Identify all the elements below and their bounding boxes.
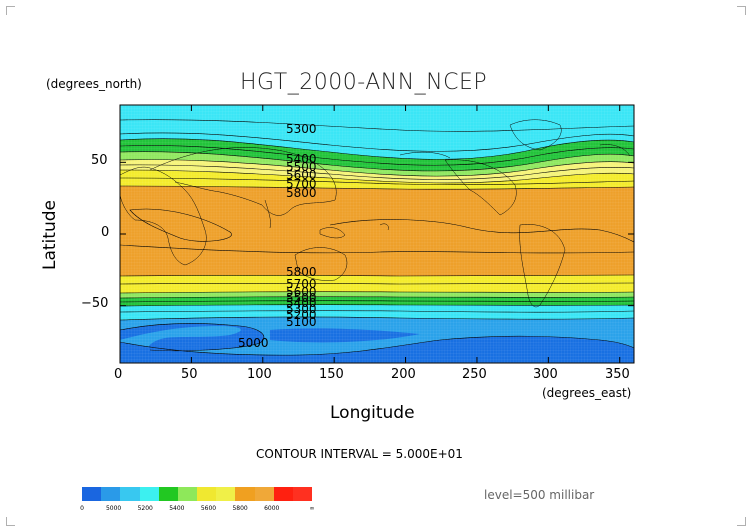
colorbar-swatch — [158, 487, 178, 501]
colorbar-swatch — [273, 487, 293, 501]
contour-label-5500-south: 5500 — [286, 291, 317, 305]
colorbar — [82, 487, 313, 501]
x-units-label: (degrees_east) — [542, 386, 632, 400]
colorbar-label: 5600 — [200, 505, 217, 512]
colorbar-label: 0 — [80, 505, 84, 512]
colorbar-swatch — [197, 487, 217, 501]
map-plot-area: 5300 5400 5500 5600 5700 5800 5800 5700 … — [120, 105, 634, 363]
y-units-label: (degrees_north) — [46, 77, 142, 91]
x-tick-250: 250 — [462, 367, 487, 382]
y-tick-0: 0 — [101, 225, 110, 240]
x-tick-50: 50 — [181, 367, 198, 382]
corner-mark-top-right — [737, 6, 746, 15]
colorbar-swatch — [216, 487, 236, 501]
y-axis-label: Latitude — [40, 200, 60, 270]
colorbar-swatch — [139, 487, 159, 501]
colorbar-label: 5800 — [232, 505, 248, 512]
x-tick-150: 150 — [319, 367, 344, 382]
contour-label-5600-south: 5600 — [286, 285, 317, 299]
colorbar-label: ∞ — [309, 505, 315, 512]
contour-label-5500-north: 5500 — [286, 160, 317, 174]
map-title: HGT_2000-ANN_NCEP — [240, 70, 488, 95]
colorbar-label: 5200 — [137, 505, 153, 512]
contour-interval-text: CONTOUR INTERVAL = 5.000E+01 — [256, 447, 463, 461]
contour-label-5800-north: 5800 — [286, 186, 317, 200]
axis-ticks — [119, 105, 634, 363]
colorbar-swatch — [235, 487, 255, 501]
contour-label-5200-south: 5200 — [286, 308, 317, 322]
contour-label-5100-south: 5100 — [286, 315, 317, 329]
x-tick-350: 350 — [605, 367, 630, 382]
colorbar-swatch — [82, 487, 102, 501]
corner-mark-top-left — [6, 6, 15, 15]
contour-label-5300-south: 5300 — [286, 302, 317, 316]
contour-label-5300-north: 5300 — [286, 122, 317, 136]
corner-mark-bottom-left — [6, 517, 15, 526]
colorbar-swatch — [254, 487, 274, 501]
contour-label-5700-south: 5700 — [286, 277, 317, 291]
colorbar-swatch — [120, 487, 140, 501]
colorbar-swatch — [292, 487, 313, 501]
y-tick-50: 50 — [91, 153, 108, 168]
x-tick-100: 100 — [247, 367, 272, 382]
contour-value-labels: 5300 5400 5500 5600 5700 5800 5800 5700 … — [238, 122, 317, 350]
colorbar-label: 5400 — [169, 505, 185, 512]
x-tick-200: 200 — [391, 367, 416, 382]
level-text: level=500 millibar — [484, 488, 595, 502]
colorbar-label: 5000 — [105, 505, 122, 512]
y-tick-minus-50: −50 — [81, 296, 109, 311]
colorbar-swatch — [101, 487, 121, 501]
contour-label-5800-south: 5800 — [286, 265, 317, 279]
x-tick-0: 0 — [114, 367, 123, 382]
contour-label-5000-south: 5000 — [238, 336, 269, 350]
contour-label-5400-north: 5400 — [286, 152, 317, 166]
grid-overlay — [120, 105, 634, 363]
corner-mark-bottom-right — [737, 517, 746, 526]
colorbar-label: 6000 — [264, 505, 280, 512]
x-tick-300: 300 — [533, 367, 558, 382]
x-axis-label: Longitude — [330, 403, 415, 423]
contour-label-5600-north: 5600 — [286, 168, 317, 182]
colorbar-swatch — [177, 487, 198, 501]
contour-label-5400-south: 5400 — [286, 296, 317, 310]
contour-label-5700-north: 5700 — [286, 177, 317, 191]
